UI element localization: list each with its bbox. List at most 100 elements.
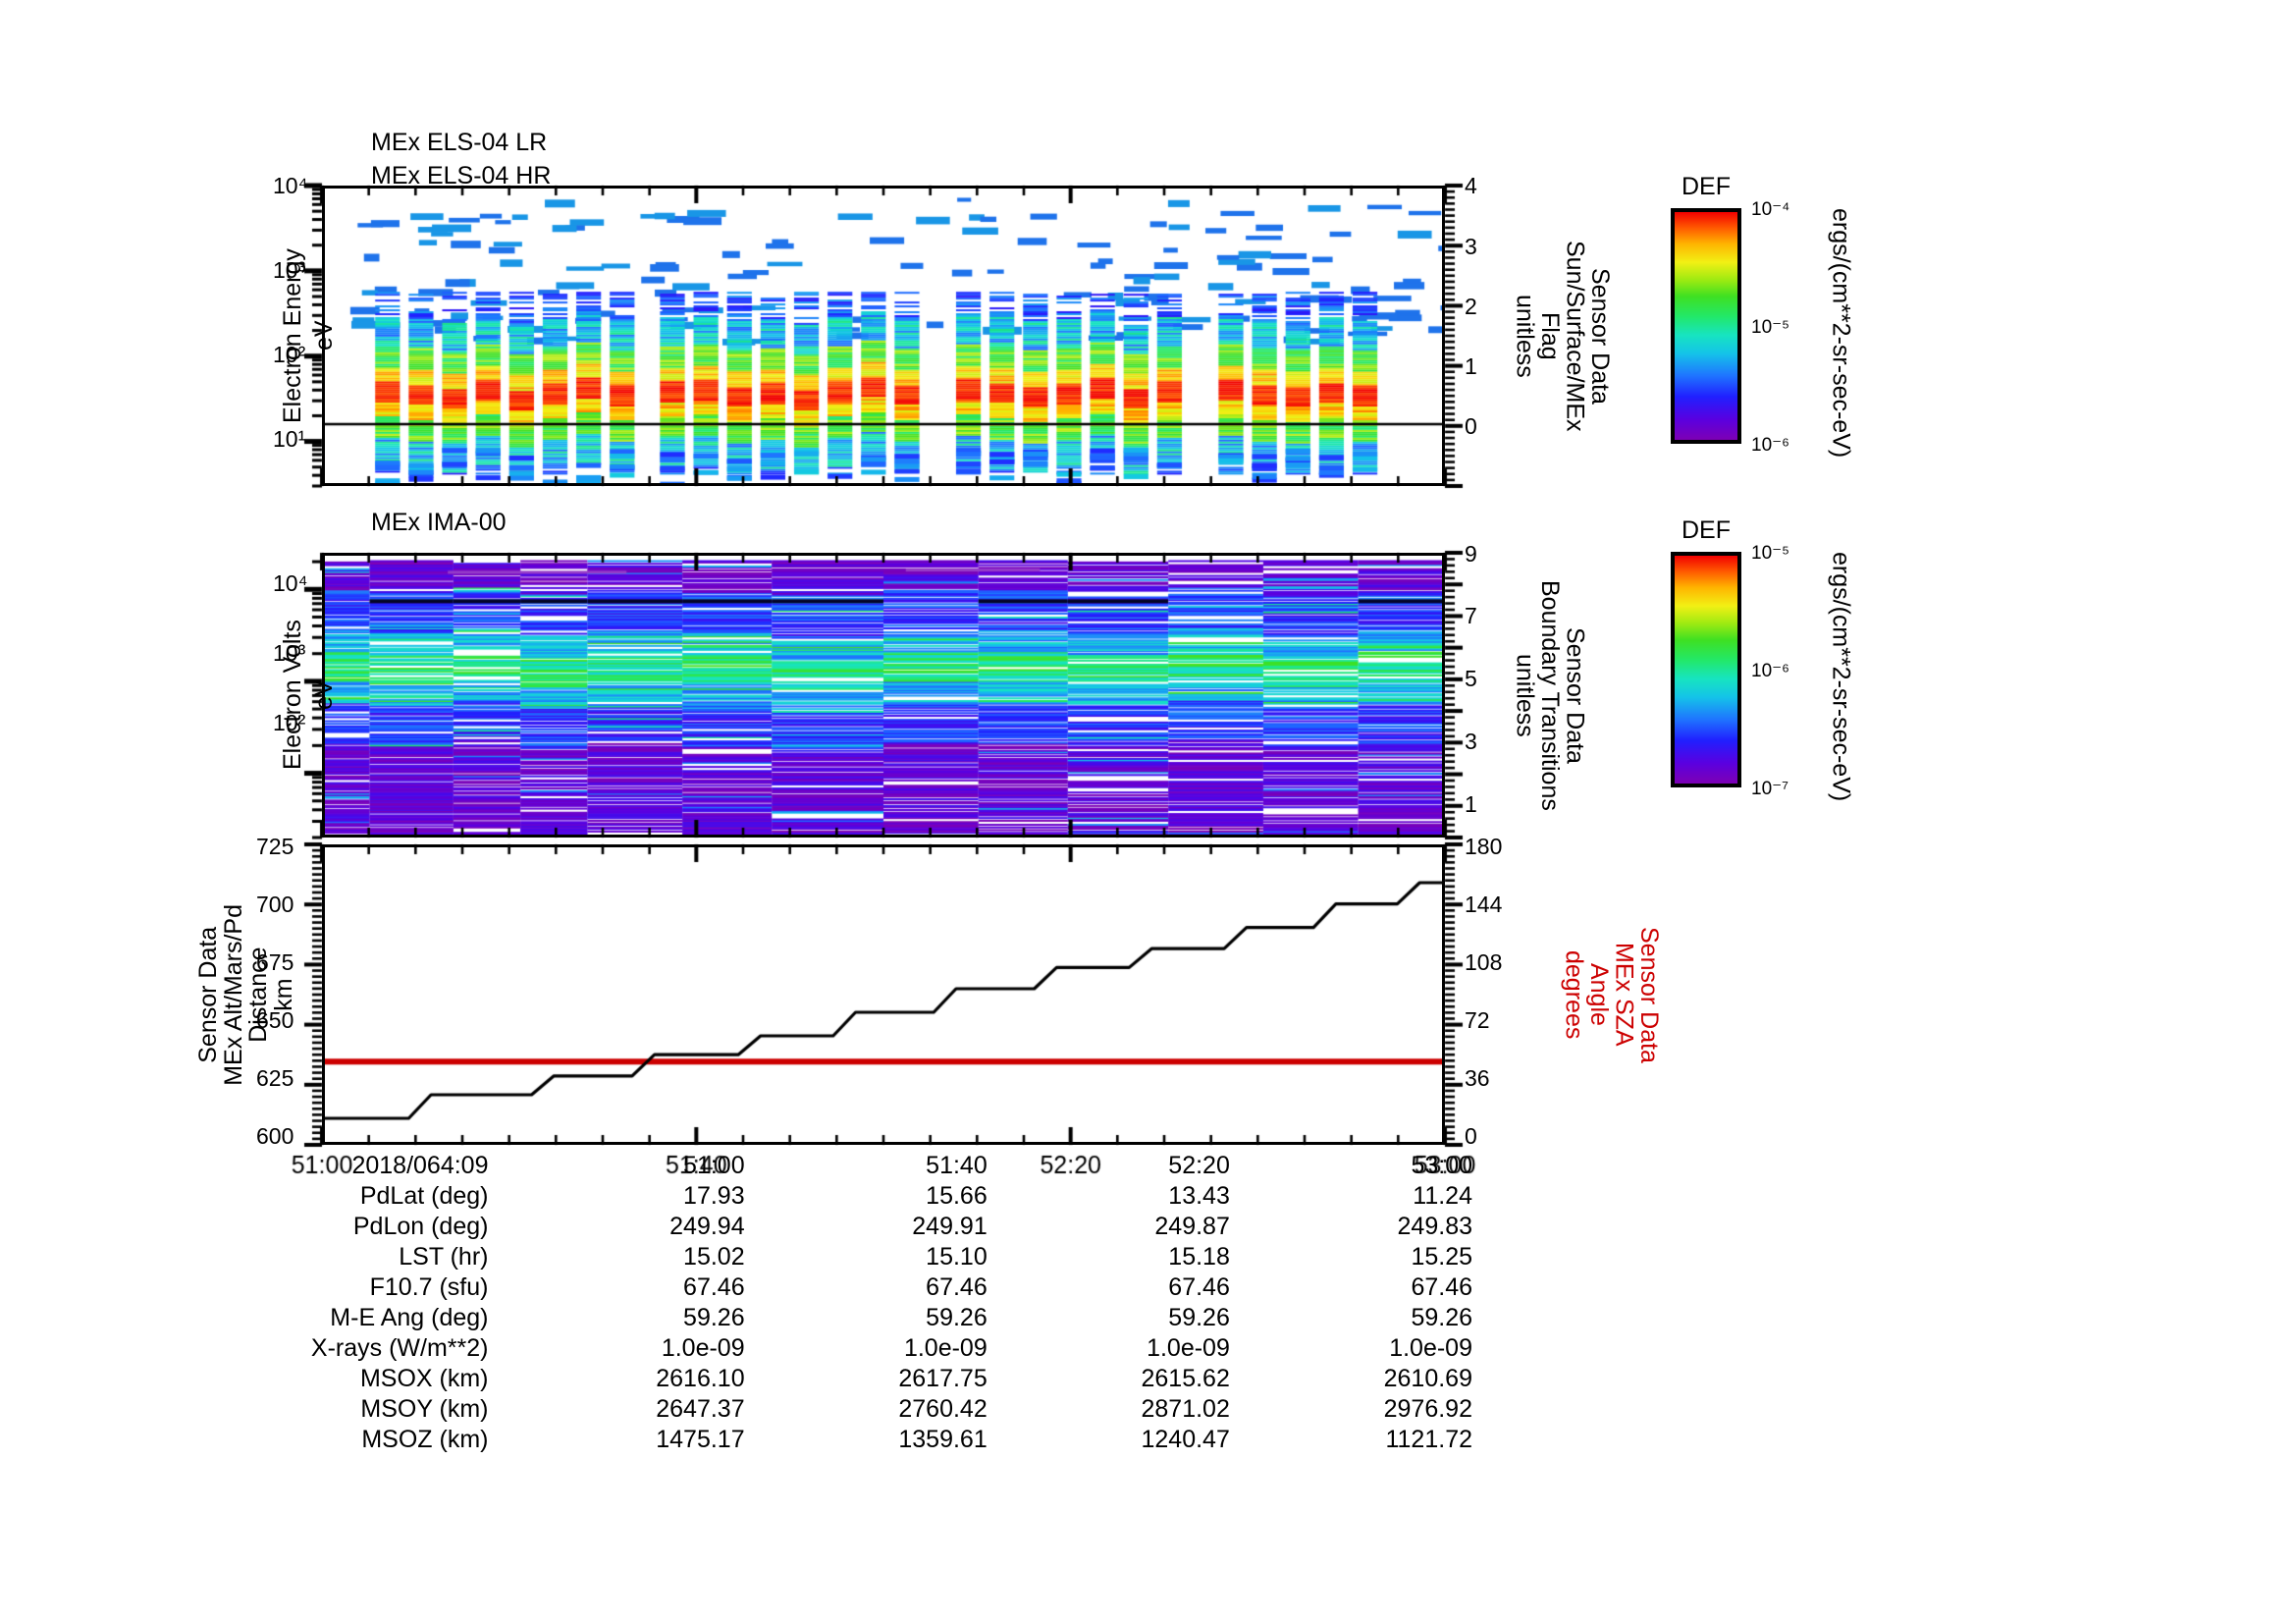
table-cell: 59.26 [926,1304,988,1331]
panel2-y-axis-unit: eV [310,679,338,711]
els-heatmap-canvas [325,189,1442,483]
panel2-ytick-1e2: 10² [273,710,306,735]
table-cell: 1240.47 [1141,1426,1230,1453]
panel1-ytick-1e2: 10² [273,342,306,367]
table-cell: 2647.37 [656,1395,745,1423]
table-cell: 15.02 [683,1243,745,1271]
panel3-ytick-700: 700 [256,892,294,917]
table-row-label: X-rays (W/m**2) [310,1334,489,1362]
panel3-right-label-line1: Sensor Data [1635,926,1663,1063]
panel2-right-label-line3: unitless [1511,653,1539,737]
table-row: X-rays (W/m**2) 1.0e-09 1.0e-09 1.0e-09 1.0e… [177,1333,1472,1364]
table-row-label: MSOY (km) [360,1395,489,1423]
panel-altitude-sza [322,844,1445,1145]
colorbar-ima-mid-label: 10⁻⁶ [1751,661,1789,681]
panel3-right-label-line2: MEx SZA [1610,943,1638,1047]
table-row: LST (hr) 15.02 15.10 15.18 15.25 [177,1242,1472,1272]
table-row: MSOZ (km) 1475.17 1359.61 1240.47 1121.72 [177,1425,1472,1455]
table-row: MSOX (km) 2616.10 2617.75 2615.62 2610.69 [177,1364,1472,1394]
table-cell: 2871.02 [1141,1395,1230,1423]
table-row-label: LST (hr) [399,1243,489,1271]
table-cell: 15.18 [1168,1243,1230,1271]
colorbar-ima-max-label: 10⁻⁵ [1751,543,1790,564]
table-cell: 67.46 [926,1273,988,1301]
panel1-right-label-line3: Flag [1536,311,1564,360]
panel3-right-axis-label: Sensor Data MEx SZA Angle degrees [1560,844,1664,1145]
panel3-right-label-line4: degrees [1560,949,1588,1040]
table-row-label: M-E Ang (deg) [330,1304,489,1331]
panel1-rtick-1: 1 [1465,353,1477,379]
colorbar-els-unit: ergs/(cm**2-sr-sec-eV) [1827,208,1855,459]
table-cell: 2617.75 [898,1365,988,1392]
panel2-ytick-1e3: 10³ [273,640,306,666]
table-cell: 13.43 [1168,1182,1230,1210]
panel1-right-label-line1: Sensor Data [1586,267,1614,405]
panel2-right-axis-label: Sensor Data Boundary Transitions unitles… [1511,553,1589,838]
table-row-label: F10.7 (sfu) [369,1273,489,1301]
panel1-right-label-line4: unitless [1511,294,1539,378]
panel1-rtick-3: 3 [1465,234,1477,259]
panel2-right-label-line2: Boundary Transitions [1536,579,1564,811]
table-cell: 11.24 [1413,1182,1472,1210]
panel3-rtick-108: 108 [1465,949,1503,975]
colorbar-ima [1671,552,1741,787]
panel2-right-label-line1: Sensor Data [1561,626,1589,764]
panel2-rtick-9: 9 [1465,541,1477,567]
table-cell: 67.46 [683,1273,745,1301]
table-row: M-E Ang (deg) 59.26 59.26 59.26 59.26 [177,1303,1472,1333]
panel1-rtick-4: 4 [1465,173,1477,198]
table-cell: 17.93 [683,1182,745,1210]
colorbar-els-max-label: 10⁻⁴ [1751,199,1790,220]
table-cell: 59.26 [683,1304,745,1331]
table-cell: 2615.62 [1141,1365,1230,1392]
table-cell: 2610.69 [1383,1365,1472,1392]
table-cell: 2760.42 [898,1395,988,1423]
panel1-right-axis-label: Sensor Data Sun/Surface/MEx Flag unitles… [1511,186,1615,486]
panel1-ytick-1e3: 10³ [273,257,306,283]
table-row: PdLat (deg) 17.93 15.66 13.43 11.24 [177,1181,1472,1212]
panel-ima-spectrogram [322,553,1445,838]
table-row: PdLon (deg) 249.94 249.91 249.87 249.83 [177,1212,1472,1242]
table-cell: 1359.61 [898,1426,988,1453]
ima-heatmap-canvas [325,556,1442,835]
colorbar-els-title: DEF [1682,173,1731,200]
table-cell: 53:00 [1411,1152,1472,1179]
table-cell: 1.0e-09 [1389,1334,1472,1362]
panel2-rtick-7: 7 [1465,603,1477,628]
table-cell: 15.25 [1411,1243,1472,1271]
panel2-rtick-3: 3 [1465,729,1477,754]
colorbar-ima-unit: ergs/(cm**2-sr-sec-eV) [1827,552,1855,802]
table-cell: 2976.92 [1383,1395,1472,1423]
panel3-right-label-line3: Angle [1585,963,1613,1026]
panel-els-spectrogram [322,186,1445,486]
panel1-title-lr: MEx ELS-04 LR [371,129,548,156]
panel3-left-axis-label: Sensor Data MEx Alt/Mars/Pd Distance km [194,844,297,1145]
panel3-left-label-line1: Sensor Data [194,926,222,1063]
table-cell: 1121.72 [1385,1426,1472,1453]
panel3-ytick-650: 650 [256,1007,294,1033]
table-cell: 52:20 [1168,1152,1230,1179]
panel3-rtick-144: 144 [1465,892,1503,917]
panel3-rtick-36: 36 [1465,1065,1490,1091]
table-cell: 2616.10 [656,1365,745,1392]
altitude-line-canvas [325,847,1442,1142]
table-row: MSOY (km) 2647.37 2760.42 2871.02 2976.92 [177,1394,1472,1425]
panel3-left-label-line2: MEx Alt/Mars/Pd [219,903,247,1086]
panel1-ytick-1e1: 10¹ [273,426,306,452]
colorbar-ima-title: DEF [1682,516,1731,544]
panel3-ytick-625: 625 [256,1065,294,1091]
table-cell: 59.26 [1411,1304,1472,1331]
panel2-ytick-1e4: 10⁴ [273,570,308,596]
table-cell: 51:00 [683,1152,745,1179]
table-cell: 15.66 [926,1182,988,1210]
colorbar-els [1671,208,1741,444]
table-cell: 1.0e-09 [1147,1334,1230,1362]
table-row-label: PdLat (deg) [359,1182,489,1210]
table-cell: 59.26 [1168,1304,1230,1331]
colorbar-els-mid-label: 10⁻⁵ [1751,317,1790,338]
table-cell: 67.46 [1411,1273,1472,1301]
panel3-rtick-180: 180 [1465,834,1503,859]
panel1-y-axis-unit: eV [310,320,338,352]
table-row-label: 2018/064:09 [351,1152,489,1179]
panel3-ytick-725: 725 [256,834,294,859]
